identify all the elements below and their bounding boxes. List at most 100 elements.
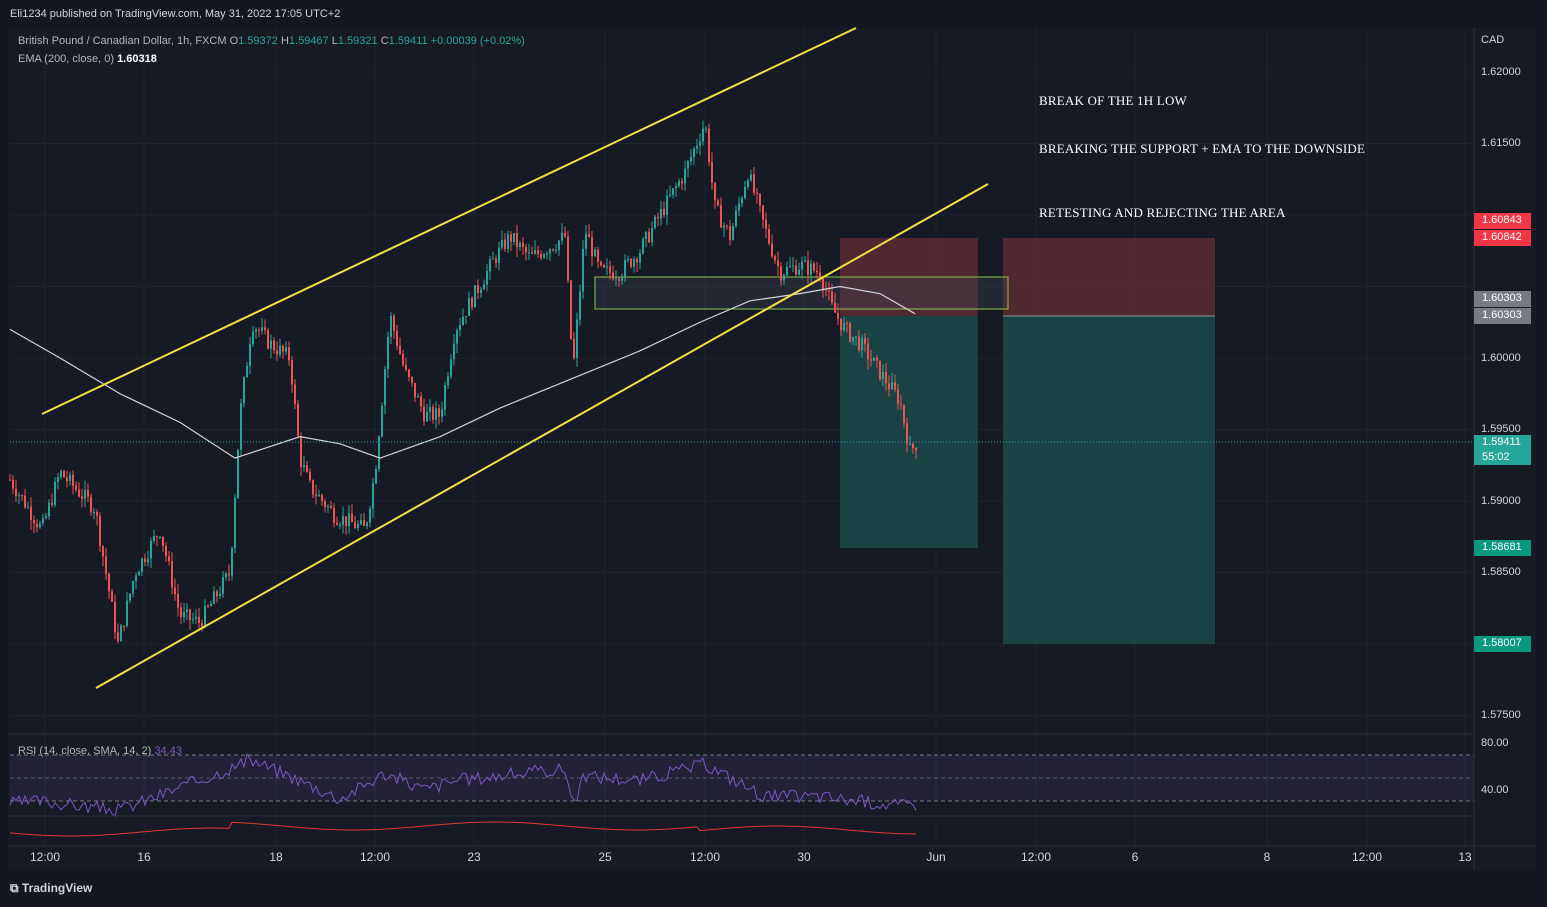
candle-body bbox=[42, 518, 44, 524]
candle-body bbox=[237, 449, 239, 499]
candle-body bbox=[30, 506, 32, 521]
candle-body bbox=[624, 259, 626, 277]
tradingview-logo[interactable]: ⧉ TradingView bbox=[10, 881, 92, 896]
candle-body bbox=[885, 371, 887, 384]
candle-body bbox=[882, 371, 884, 380]
candle-body bbox=[393, 315, 395, 331]
candle-body bbox=[906, 423, 908, 445]
candle-body bbox=[312, 480, 314, 495]
candle-body bbox=[438, 408, 440, 417]
candle-body bbox=[90, 496, 92, 513]
candle-body bbox=[735, 210, 737, 226]
candle-body bbox=[297, 403, 299, 437]
candle-body bbox=[540, 253, 542, 258]
candle-body bbox=[813, 263, 815, 271]
candle-body bbox=[492, 258, 494, 260]
candle-body bbox=[786, 267, 788, 276]
candle-body bbox=[318, 495, 320, 497]
candle-body bbox=[411, 376, 413, 383]
channel-upper-line bbox=[41, 27, 857, 415]
candle-body bbox=[696, 145, 698, 149]
candle-body bbox=[15, 488, 17, 497]
candle-body bbox=[816, 270, 818, 273]
candle-body bbox=[669, 194, 671, 196]
candle-body bbox=[435, 408, 437, 420]
candle-body bbox=[588, 233, 590, 238]
candle-body bbox=[723, 225, 725, 228]
candle-body bbox=[522, 242, 524, 247]
candle-body bbox=[525, 246, 527, 253]
candle-body bbox=[591, 237, 593, 257]
candle-body bbox=[651, 227, 653, 243]
time-label: 12:00 bbox=[689, 850, 721, 864]
candles bbox=[9, 120, 917, 644]
candle-body bbox=[120, 625, 122, 642]
candle-body bbox=[201, 623, 203, 627]
candle-body bbox=[573, 338, 575, 359]
candle-body bbox=[477, 285, 479, 293]
rsi-legend[interactable]: RSI (14, close, SMA, 14, 2) 34.43 bbox=[18, 745, 182, 757]
candle-body bbox=[561, 232, 563, 241]
candle-body bbox=[333, 507, 335, 523]
target-tag-1: 1.58681 bbox=[1474, 540, 1531, 556]
candle-body bbox=[876, 357, 878, 361]
candle-body bbox=[138, 571, 140, 576]
price-tick: 1.58500 bbox=[1481, 566, 1521, 578]
candle-body bbox=[726, 225, 728, 227]
candle-body bbox=[843, 323, 845, 331]
candle-body bbox=[111, 591, 113, 602]
candle-body bbox=[261, 327, 263, 331]
time-label: 16 bbox=[137, 850, 151, 864]
time-label: 12:00 bbox=[1020, 850, 1052, 864]
candle-body bbox=[498, 247, 500, 263]
candle-body bbox=[270, 340, 272, 349]
candle-body bbox=[399, 345, 401, 354]
candle-body bbox=[189, 609, 191, 621]
candle-body bbox=[654, 216, 656, 228]
price-tick: 1.59500 bbox=[1481, 423, 1521, 435]
open-value: 1.59372 bbox=[238, 35, 278, 47]
candle-body bbox=[747, 180, 749, 188]
candle-body bbox=[243, 377, 245, 404]
candle-body bbox=[57, 476, 59, 482]
footer: ⧉ TradingView bbox=[0, 870, 1547, 907]
candle-body bbox=[828, 290, 830, 292]
candle-body bbox=[531, 252, 533, 254]
candle-body bbox=[198, 616, 200, 624]
entry-tag-top: 1.60303 bbox=[1474, 291, 1531, 307]
candle-body bbox=[447, 376, 449, 386]
candle-body bbox=[408, 369, 410, 377]
candle-body bbox=[60, 470, 62, 477]
candle-body bbox=[342, 516, 344, 525]
candle-body bbox=[288, 347, 290, 361]
candle-body bbox=[330, 506, 332, 508]
time-label: 25 bbox=[598, 850, 612, 864]
candle-body bbox=[579, 291, 581, 320]
low-value: 1.59321 bbox=[337, 35, 378, 47]
candle-body bbox=[756, 192, 758, 194]
candle-body bbox=[729, 226, 731, 241]
symbol-legend[interactable]: British Pound / Canadian Dollar, 1h, FXC… bbox=[18, 35, 525, 47]
candle-body bbox=[396, 330, 398, 346]
candle-body bbox=[414, 382, 416, 398]
candle-body bbox=[795, 265, 797, 275]
candle-body bbox=[732, 225, 734, 241]
candle-body bbox=[528, 252, 530, 254]
candle-body bbox=[555, 249, 557, 251]
ema-legend[interactable]: EMA (200, close, 0) 1.60318 bbox=[18, 53, 157, 65]
candle-body bbox=[741, 198, 743, 204]
candle-body bbox=[33, 520, 35, 524]
candle-body bbox=[501, 239, 503, 248]
currency-label: CAD bbox=[1481, 34, 1505, 46]
candle-body bbox=[360, 519, 362, 525]
candle-body bbox=[339, 524, 341, 526]
candle-body bbox=[738, 203, 740, 211]
price-tick: 1.61500 bbox=[1481, 137, 1521, 149]
candle-body bbox=[894, 382, 896, 390]
candle-body bbox=[744, 187, 746, 199]
position-risk-zones bbox=[840, 238, 1215, 644]
candle-body bbox=[564, 232, 566, 237]
candle-body bbox=[660, 208, 662, 219]
candle-body bbox=[516, 233, 518, 248]
